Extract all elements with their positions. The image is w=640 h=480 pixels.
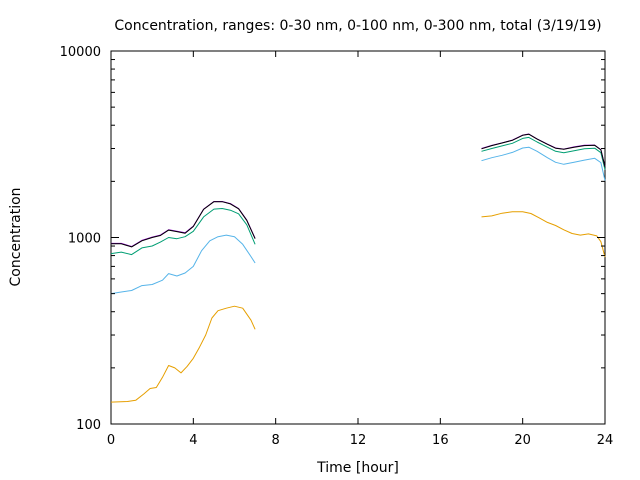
- series-4-segment-1-line: [481, 133, 606, 168]
- axis-layer: 0 4 8 12 16 20 24 100 1000 10000: [60, 45, 614, 448]
- y-tick-label: 10000: [60, 45, 101, 60]
- x-axis-label: Time [hour]: [316, 460, 399, 476]
- x-tick-label: 0: [107, 433, 115, 448]
- y-tick-label: 1000: [68, 232, 101, 247]
- x-tick-label: 20: [514, 433, 531, 448]
- y-tick-label: 100: [76, 418, 101, 433]
- x-tick-label: 8: [272, 433, 280, 448]
- x-tick-label: 4: [189, 433, 197, 448]
- series-2-segment-1-line: [481, 136, 606, 170]
- series-0-segment-1-line: [481, 211, 606, 258]
- chart-title: Concentration, ranges: 0-30 nm, 0-100 nm…: [114, 18, 601, 34]
- y-axis-label: Concentration: [8, 187, 24, 286]
- series-2-segment-0-line: [110, 208, 256, 256]
- series-layer: [110, 133, 606, 403]
- series-0-segment-0-line: [110, 305, 256, 403]
- series-3-segment-0-line: [111, 201, 256, 247]
- series-3-segment-1-line: [481, 133, 606, 167]
- series-4-segment-0-line: [111, 201, 256, 248]
- x-tick-label: 12: [350, 433, 367, 448]
- x-tick-label: 16: [432, 433, 449, 448]
- x-tick-label: 24: [597, 433, 614, 448]
- series-1-segment-1-line: [481, 146, 606, 181]
- series-1-segment-0-line: [110, 234, 256, 295]
